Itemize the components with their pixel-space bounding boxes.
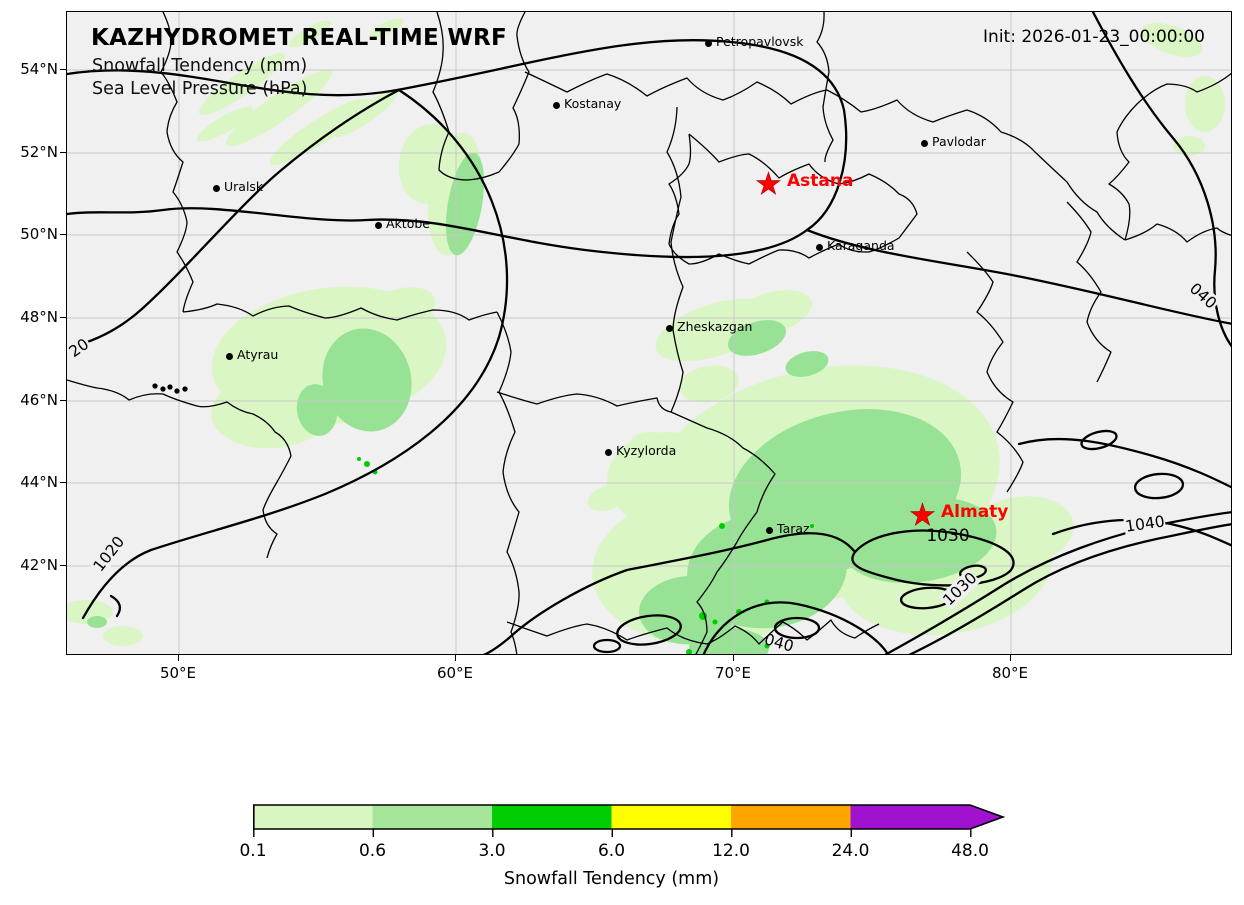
- map-canvas: KAZHYDROMET REAL-TIME WRF Snowfall Tende…: [66, 11, 1232, 655]
- y-axis-tick-label: 46°N: [20, 391, 58, 409]
- map-art-svg: [67, 12, 1231, 654]
- city-marker-atyrau: [225, 352, 233, 360]
- star-marker-astana: ★: [755, 167, 783, 202]
- city-layer: Petropavlovsk Kostanay Pavlodar Uralsk Aktob…: [67, 12, 1231, 654]
- city-label-kyzylorda: Kyzylorda: [616, 443, 677, 458]
- colorbar-caption: Snowfall Tendency (mm): [503, 869, 720, 889]
- x-axis-tick: [1010, 655, 1012, 661]
- init-timestamp: Init: 2026-01-23_00:00:00: [983, 27, 1205, 47]
- y-axis-tick-label: 42°N: [20, 556, 58, 574]
- city-label-almaty: Almaty: [941, 502, 1009, 522]
- city-marker-kostanay: [552, 101, 560, 109]
- y-axis-tick: [60, 482, 66, 484]
- colorbar-tick-label: 48.0: [951, 841, 989, 861]
- city-label-uralsk: Uralsk: [224, 179, 264, 194]
- city-label-zheskazgan: Zheskazgan: [677, 319, 753, 334]
- city-label-taraz: Taraz: [777, 521, 810, 536]
- page-title: KAZHYDROMET REAL-TIME WRF: [91, 25, 508, 51]
- city-label-kostanay: Kostanay: [564, 96, 622, 111]
- y-axis-tick-label: 48°N: [20, 308, 58, 326]
- y-axis-tick-label: 54°N: [20, 60, 58, 78]
- city-marker-aktobe: [374, 221, 382, 229]
- y-axis-tick: [60, 152, 66, 154]
- x-axis-tick-label: 70°E: [714, 664, 752, 682]
- y-axis-tick: [60, 317, 66, 319]
- city-label-pavlodar: Pavlodar: [932, 134, 986, 149]
- city-marker-kyzylorda: [604, 448, 612, 456]
- x-axis-tick-label: 50°E: [159, 664, 197, 682]
- x-axis-tick: [455, 655, 457, 661]
- colorbar-tick-label: 3.0: [478, 841, 506, 861]
- city-label-karaganda: Karaganda: [827, 238, 895, 253]
- y-axis-tick: [60, 234, 66, 236]
- colorbar-tick-label: 12.0: [712, 841, 750, 861]
- x-axis-tick-label: 80°E: [991, 664, 1029, 682]
- y-axis-tick: [60, 69, 66, 71]
- x-axis-tick: [733, 655, 735, 661]
- subtitle-snowfall: Snowfall Tendency (mm): [92, 56, 308, 76]
- y-axis-tick-label: 52°N: [20, 143, 58, 161]
- x-axis-tick: [178, 655, 180, 661]
- colorbar-tick-label: 0.6: [358, 841, 387, 861]
- city-marker-taraz: [765, 526, 773, 534]
- colorbar-tick-label: 6.0: [597, 841, 626, 861]
- contour-label: 1030: [926, 526, 970, 546]
- y-axis-tick-label: 44°N: [20, 473, 58, 491]
- star-marker-almaty: ★: [909, 498, 937, 533]
- city-label-astana: Astana: [787, 171, 854, 191]
- colorbar-tick-label: 24.0: [831, 841, 870, 861]
- x-axis-tick-label: 60°E: [436, 664, 474, 682]
- y-axis-tick: [60, 400, 66, 402]
- city-marker-pavlodar: [920, 139, 928, 147]
- city-marker-petropavlovsk: [704, 39, 712, 47]
- colorbar-tick-label: 0.1: [239, 841, 267, 861]
- city-marker-zheskazgan: [665, 324, 673, 332]
- city-label-petropavlovsk: Petropavlovsk: [716, 34, 804, 49]
- city-marker-karaganda: [815, 243, 823, 251]
- subtitle-pressure: Sea Level Pressure (hPa): [92, 79, 308, 99]
- colorbar: [253, 804, 1006, 837]
- city-label-aktobe: Aktobe: [386, 216, 430, 231]
- city-label-atyrau: Atyrau: [237, 347, 279, 362]
- city-marker-uralsk: [212, 184, 220, 192]
- y-axis-tick-label: 50°N: [20, 225, 58, 243]
- y-axis-tick: [60, 565, 66, 567]
- contour-label-layer: 20 1020 040 1040 1030 1030 040: [67, 12, 1231, 654]
